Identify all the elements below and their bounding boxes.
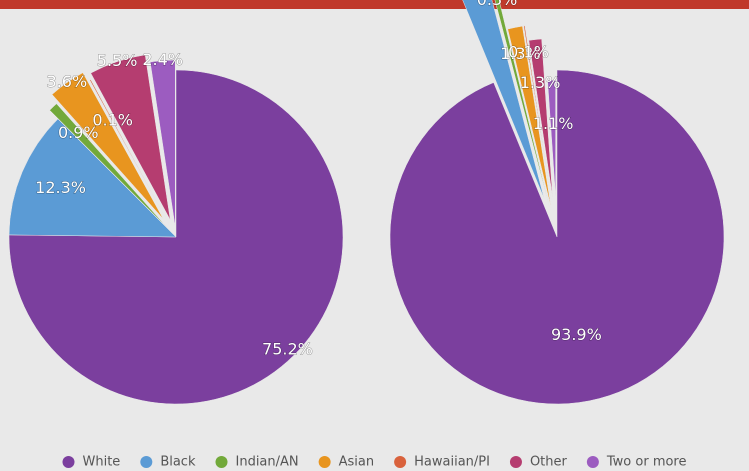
- pie-slice: [49, 103, 168, 229]
- legend-swatch: [318, 456, 331, 468]
- legend-swatch: [394, 456, 407, 468]
- legend-label: Two or more: [606, 455, 687, 470]
- data-label: 3.6%: [47, 72, 88, 91]
- data-label: 1.1%: [533, 114, 574, 133]
- pie-slice: [523, 25, 553, 208]
- legend-label: Asian: [339, 455, 374, 470]
- top-bar: [0, 0, 749, 9]
- legend-swatch: [62, 456, 75, 468]
- pie-slice: [462, 0, 545, 200]
- pie-slice: [547, 79, 556, 198]
- pie-slice: [8, 69, 344, 405]
- pie-slice: [8, 118, 177, 238]
- legend-label: Other: [530, 455, 568, 470]
- data-label: 93.9%: [551, 325, 602, 344]
- data-label: 1.3%: [520, 73, 561, 92]
- data-label: 12.3%: [35, 178, 86, 197]
- data-label: 5.5%: [97, 51, 138, 70]
- legend-label: White: [83, 455, 121, 470]
- data-label: 0.9%: [58, 123, 99, 142]
- pie-slice: [528, 38, 553, 198]
- pie-slice: [149, 59, 176, 228]
- legend-label: Hawaiian/PI: [414, 455, 490, 470]
- pie-slice: [90, 54, 171, 221]
- legend-swatch: [586, 456, 599, 468]
- pie-slice: [494, 0, 550, 208]
- data-label: 1.3%: [500, 44, 541, 63]
- data-label: 0.3%: [477, 0, 518, 9]
- data-label: 0.1%: [508, 43, 549, 62]
- data-label: 75.2%: [262, 339, 313, 358]
- pie-slice: [89, 79, 171, 227]
- data-label: 2.4%: [142, 50, 183, 69]
- pie-slice: [51, 72, 164, 220]
- pie-slice: [389, 69, 725, 405]
- pie-slice: [507, 25, 552, 208]
- legend-swatch: [215, 456, 228, 468]
- legend-label: Indian/AN: [236, 455, 299, 470]
- legend-label: Black: [160, 455, 196, 470]
- data-label: 0.1%: [92, 110, 133, 129]
- legend-swatch: [140, 456, 153, 468]
- legend-swatch: [509, 456, 522, 468]
